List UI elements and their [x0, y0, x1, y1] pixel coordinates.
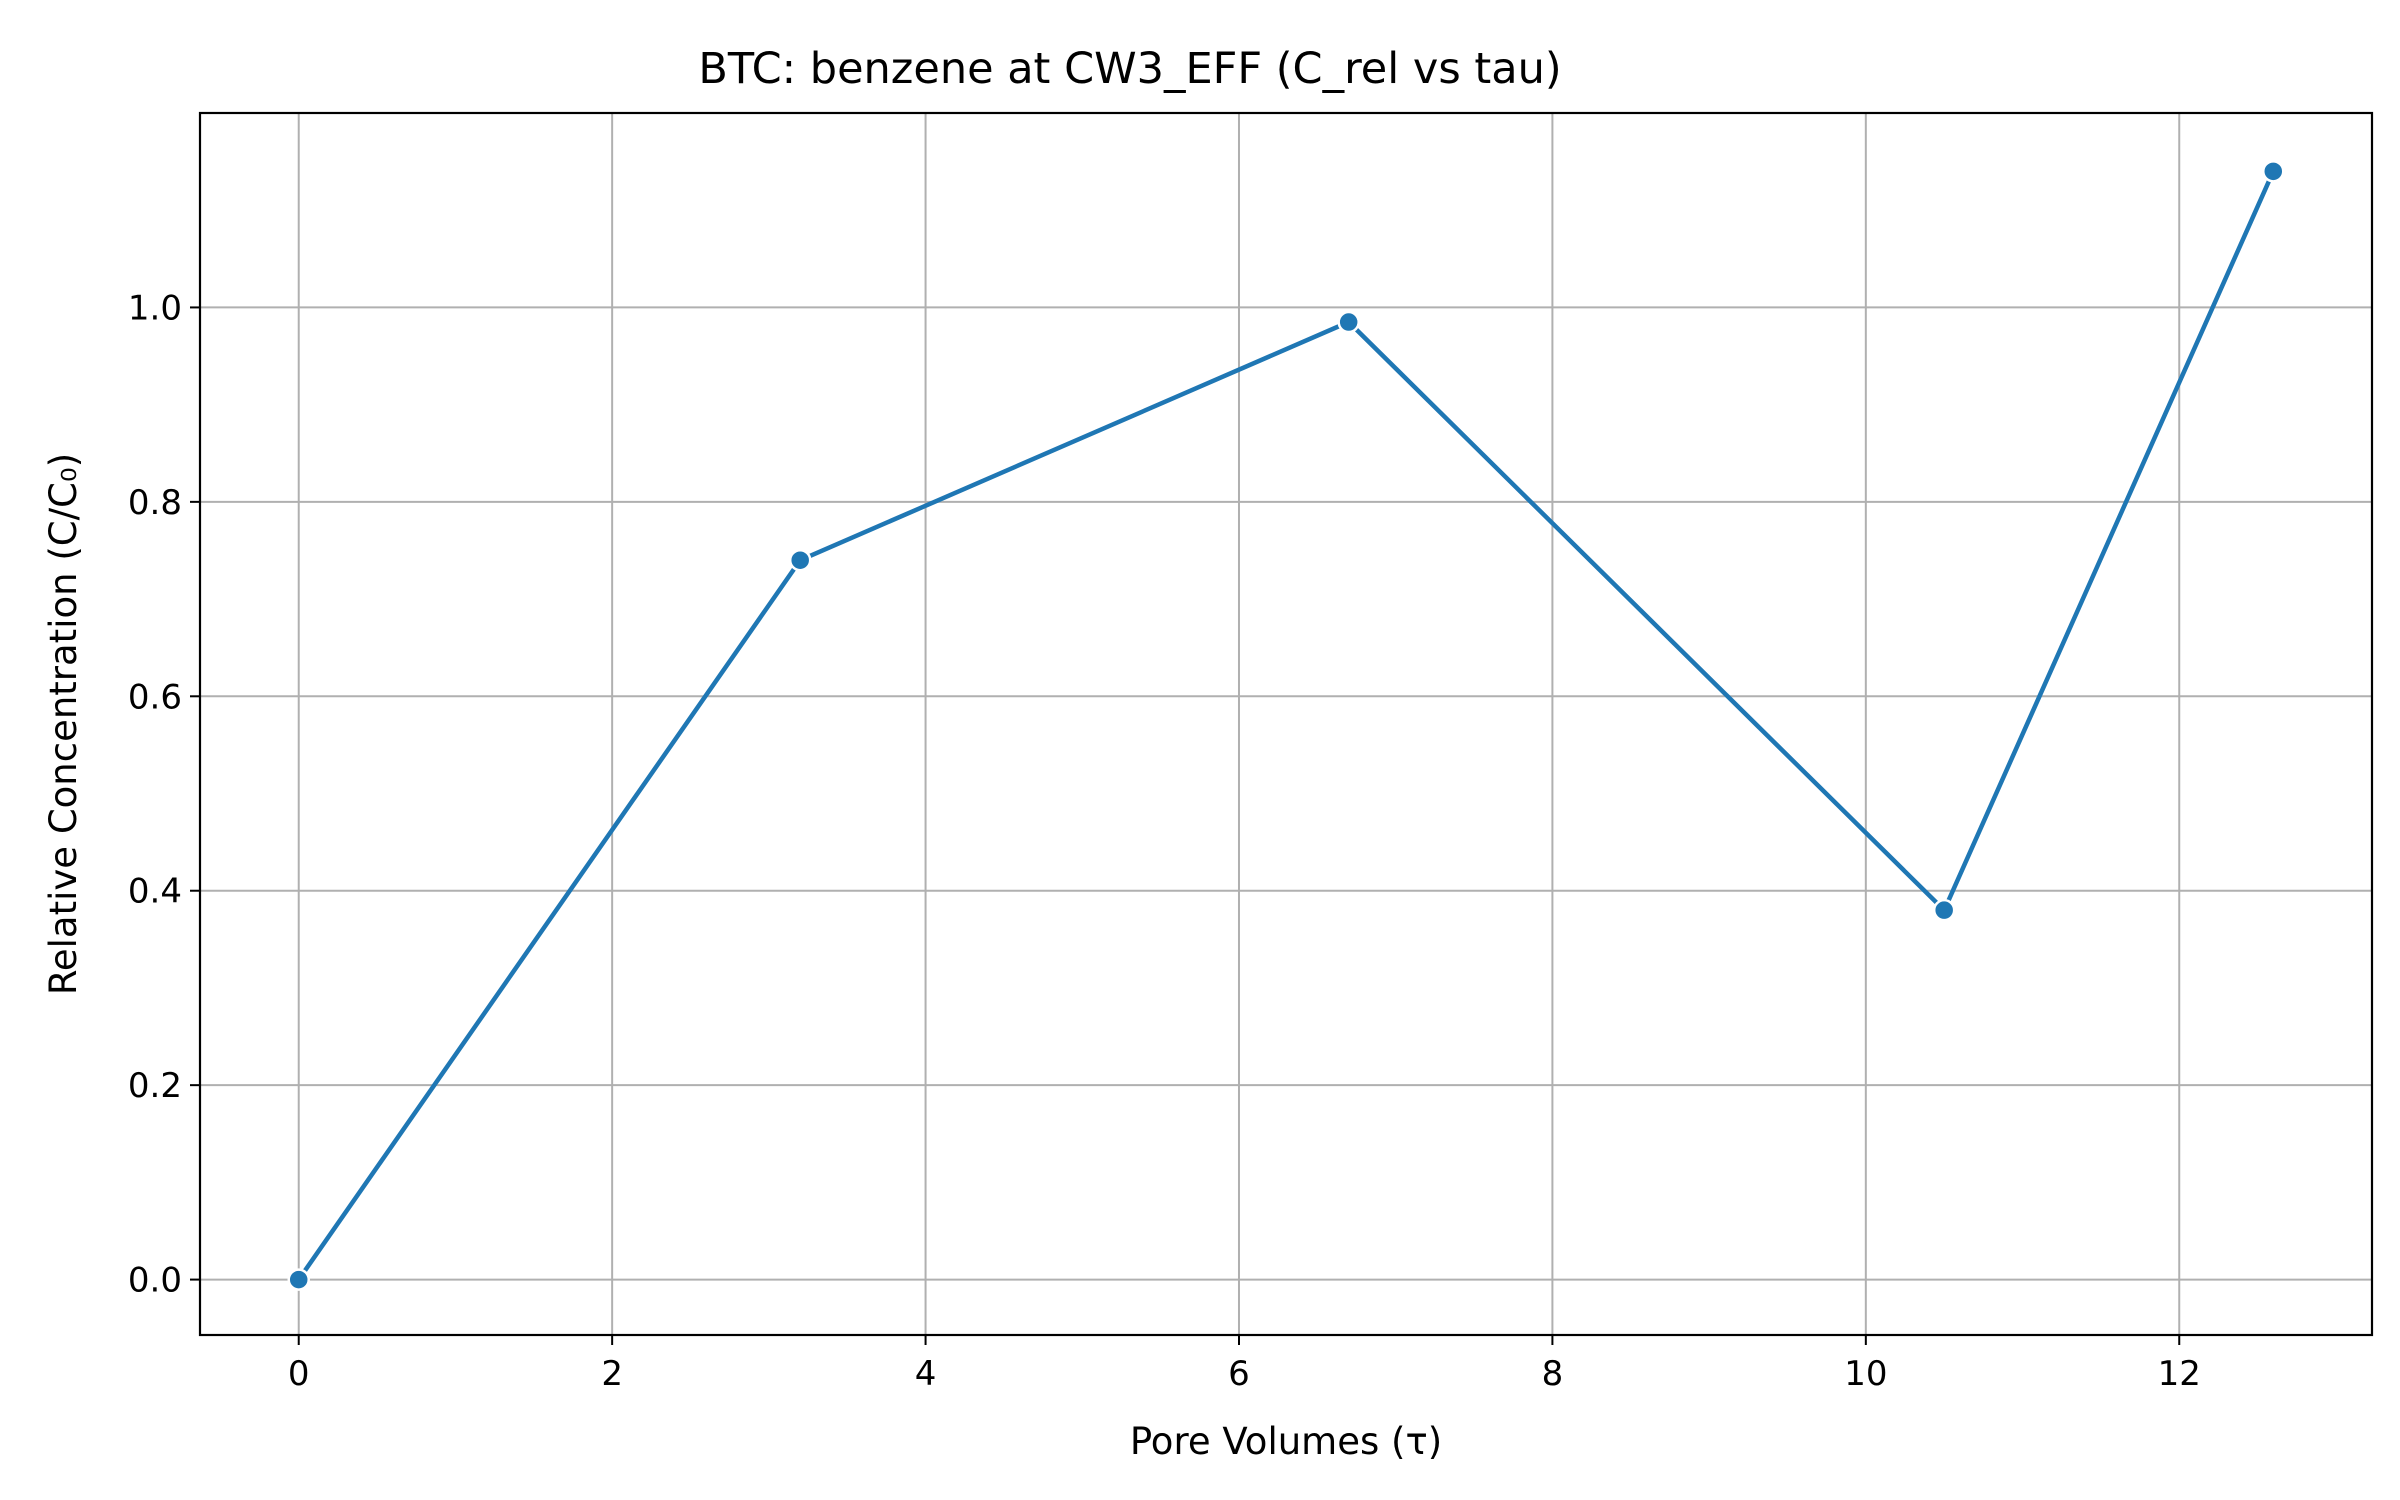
y-tick-label: 0.0: [128, 1261, 182, 1301]
y-tick-label: 0.8: [128, 483, 182, 523]
x-tick-label: 10: [1844, 1354, 1887, 1394]
x-tick-label: 0: [288, 1354, 310, 1394]
series-layer: [287, 160, 2285, 1291]
y-tick-label: 0.2: [128, 1066, 182, 1106]
x-tick-label: 6: [1228, 1354, 1250, 1394]
x-axis-title: Pore Volumes (τ): [1130, 1420, 1442, 1463]
grid: [200, 113, 2372, 1335]
y-tick-label: 0.4: [128, 872, 182, 912]
data-point: [287, 1268, 310, 1291]
chart-title: BTC: benzene at CW3_EFF (C_rel vs tau): [698, 44, 1561, 94]
x-tick-label: 8: [1542, 1354, 1564, 1394]
data-point: [1932, 898, 1956, 922]
ticks: 0 2 4 6 8 10 12 0.0 0.2 0.4 0.6 0.8 1.0: [128, 288, 2201, 1394]
data-point: [2262, 160, 2285, 183]
plot-frame: [198, 111, 2374, 1337]
data-point: [788, 548, 812, 572]
y-axis-title: Relative Concentration (C/C₀): [42, 453, 85, 995]
x-tick-label: 12: [2158, 1354, 2201, 1394]
y-tick-label: 1.0: [128, 288, 182, 328]
x-tick-label: 2: [601, 1354, 623, 1394]
data-point: [1337, 310, 1360, 334]
x-tick-label: 4: [915, 1354, 937, 1394]
y-tick-label: 0.6: [128, 677, 182, 717]
